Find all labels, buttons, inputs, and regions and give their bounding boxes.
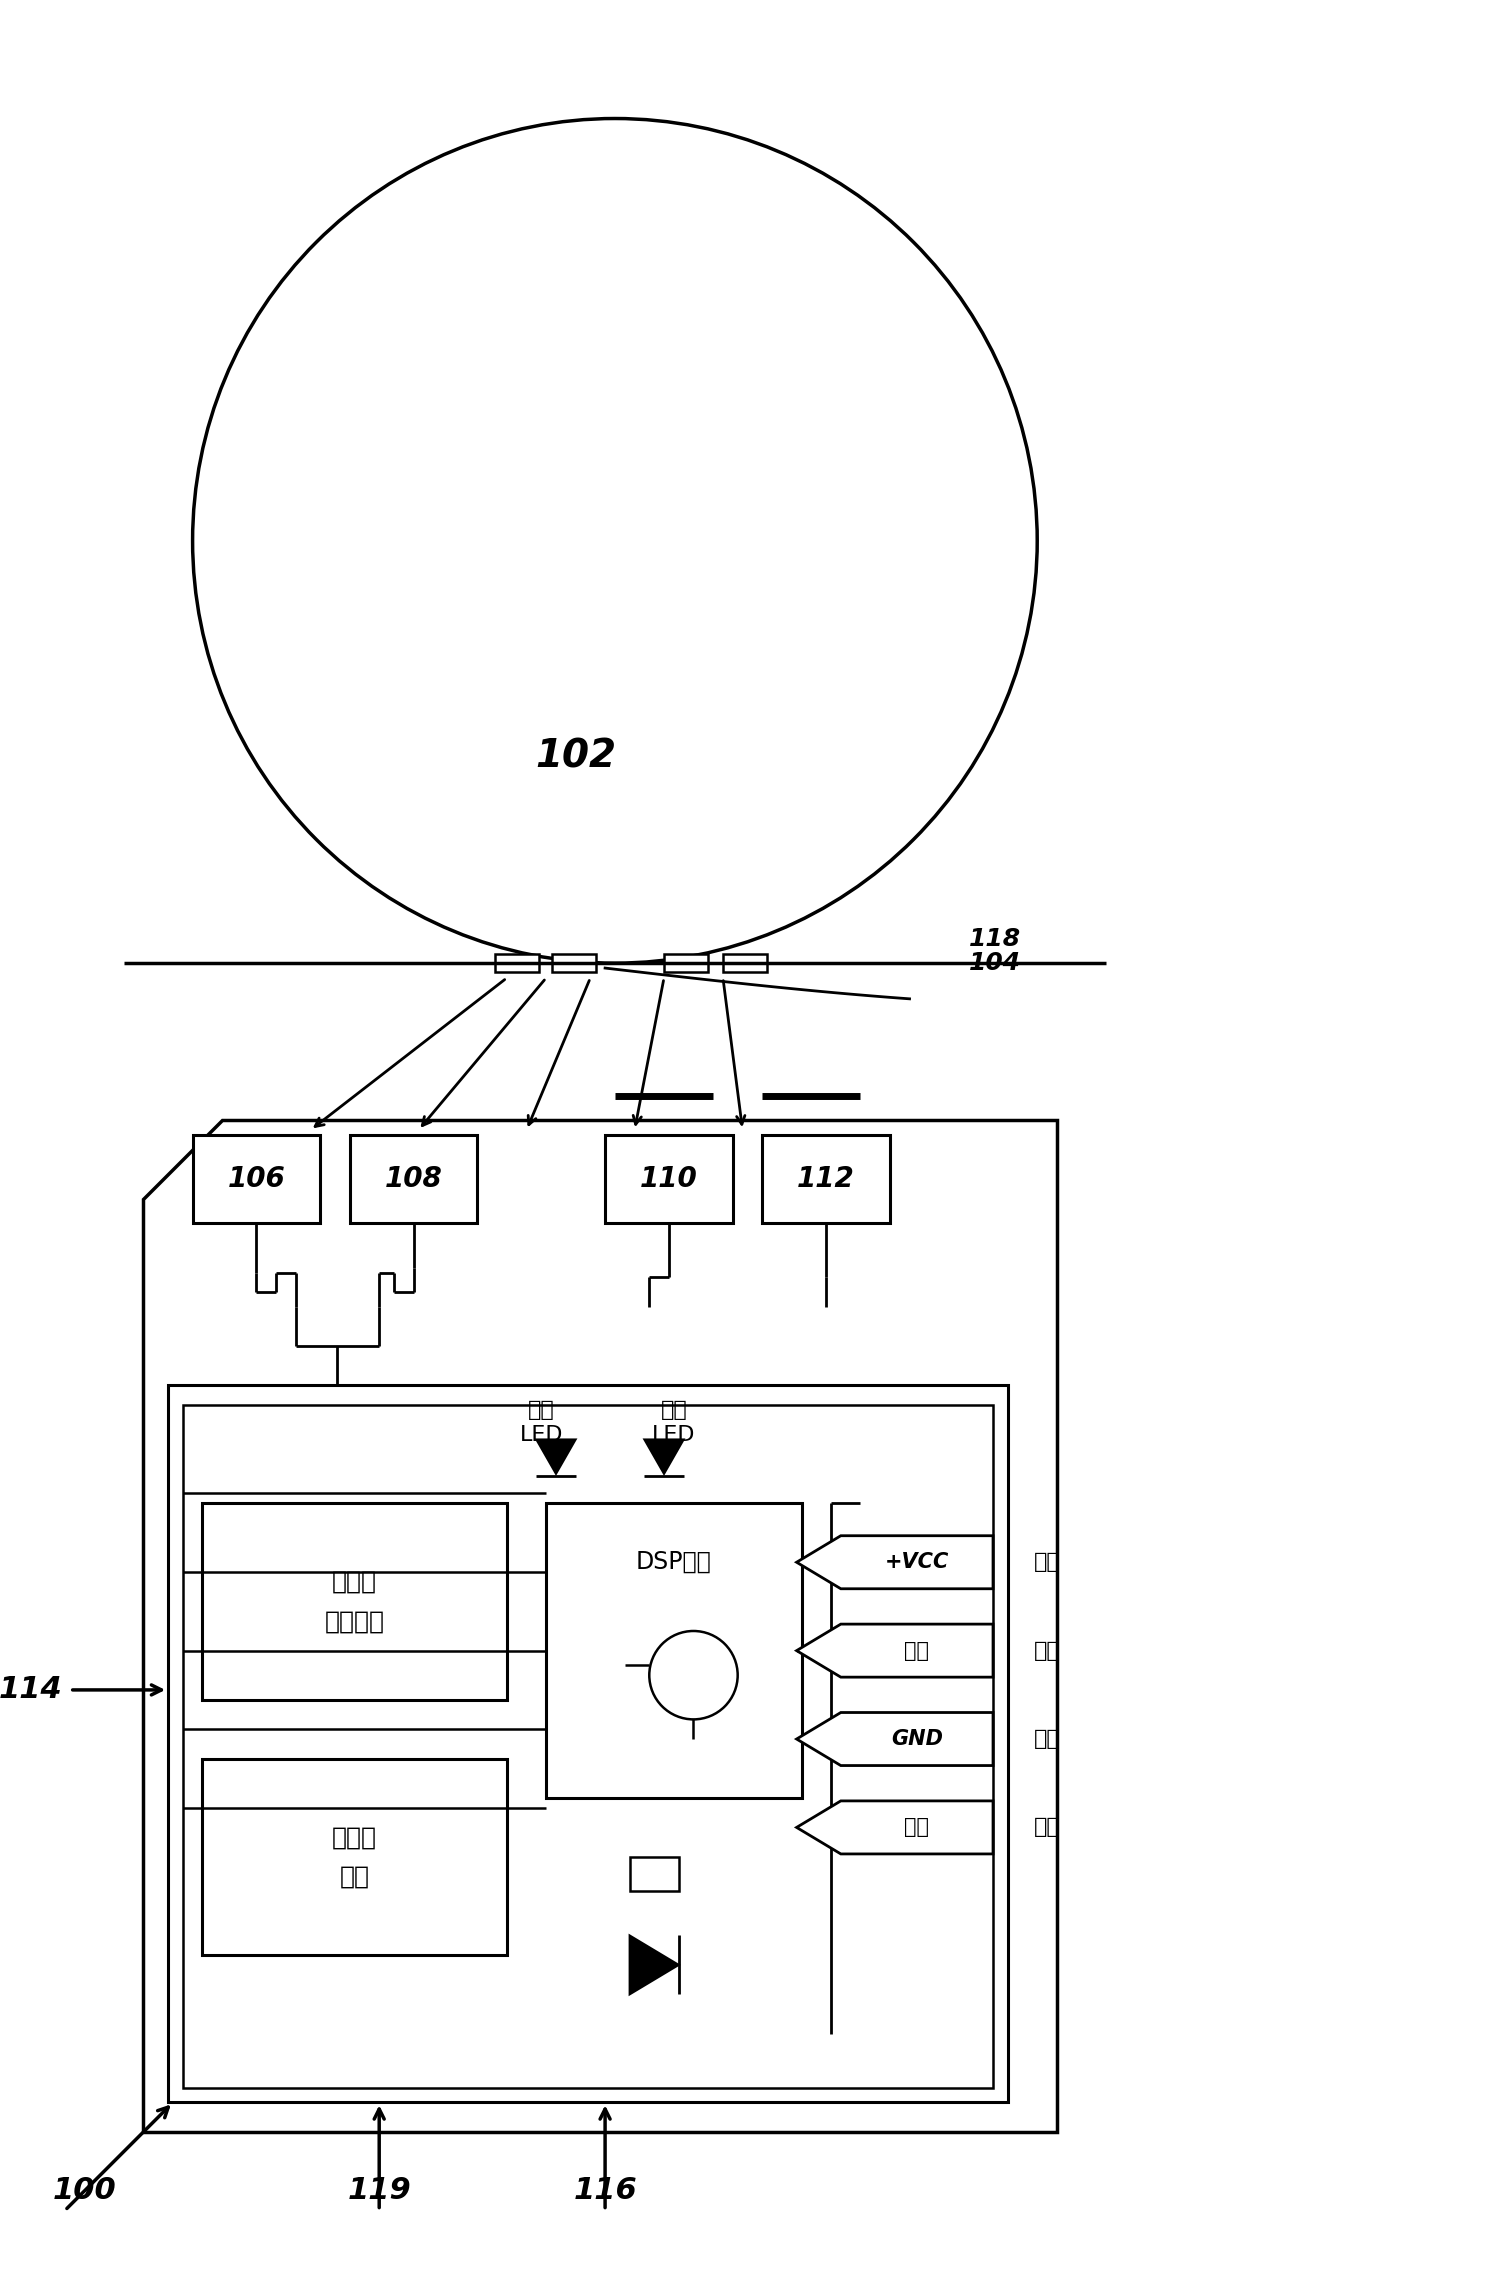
- Polygon shape: [797, 1713, 993, 1765]
- Text: 108: 108: [384, 1166, 443, 1193]
- Text: GND: GND: [891, 1729, 943, 1749]
- Polygon shape: [537, 1440, 576, 1475]
- Text: 110: 110: [640, 1166, 699, 1193]
- Polygon shape: [629, 1936, 679, 1995]
- Text: 106: 106: [228, 1166, 286, 1193]
- Polygon shape: [797, 1624, 993, 1677]
- Polygon shape: [144, 1120, 1057, 2131]
- Bar: [168, 1386, 1009, 2102]
- Text: 绿色: 绿色: [661, 1400, 688, 1420]
- Text: 绿色: 绿色: [1034, 1640, 1060, 1661]
- Text: 激光器: 激光器: [333, 1570, 376, 1595]
- Text: 输出: 输出: [904, 1640, 930, 1661]
- Bar: [349, 1136, 478, 1222]
- Text: LED: LED: [652, 1425, 696, 1445]
- Text: 114: 114: [0, 1674, 62, 1704]
- Bar: [605, 1136, 733, 1222]
- Text: 放大器: 放大器: [333, 1824, 376, 1849]
- Text: 102: 102: [535, 738, 615, 777]
- Bar: [183, 1404, 993, 2088]
- Text: 使能: 使能: [904, 1818, 930, 1838]
- Text: 104: 104: [969, 952, 1021, 975]
- Bar: [723, 954, 767, 972]
- Polygon shape: [797, 1802, 993, 1854]
- Bar: [629, 1856, 679, 1890]
- Text: 红色: 红色: [528, 1400, 555, 1420]
- Text: 黑色: 黑色: [1034, 1729, 1060, 1749]
- Text: DSP逻辑: DSP逻辑: [637, 1550, 712, 1574]
- Bar: [762, 1136, 891, 1222]
- Text: 红色: 红色: [1034, 1552, 1060, 1572]
- Text: 驱动电路: 驱动电路: [325, 1609, 384, 1634]
- Text: 100: 100: [53, 2177, 116, 2206]
- Bar: [494, 954, 540, 972]
- Polygon shape: [644, 1440, 683, 1475]
- Text: 118: 118: [969, 927, 1021, 950]
- Text: 黄色: 黄色: [1034, 1818, 1060, 1838]
- Circle shape: [192, 118, 1037, 963]
- Text: 112: 112: [797, 1166, 854, 1193]
- Bar: [546, 1504, 801, 1797]
- Text: LED: LED: [520, 1425, 562, 1445]
- Text: 电路: 电路: [340, 1865, 369, 1888]
- Text: +VCC: +VCC: [885, 1552, 950, 1572]
- Bar: [203, 1504, 507, 1699]
- Bar: [664, 954, 708, 972]
- Bar: [192, 1136, 321, 1222]
- Text: 119: 119: [348, 2177, 411, 2206]
- Bar: [203, 1759, 507, 1956]
- Polygon shape: [797, 1536, 993, 1588]
- Bar: [552, 954, 596, 972]
- Text: 116: 116: [573, 2177, 637, 2206]
- Circle shape: [649, 1631, 738, 1720]
